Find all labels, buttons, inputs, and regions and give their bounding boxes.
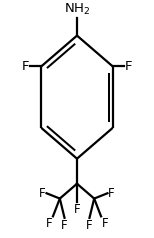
Text: F: F bbox=[102, 218, 108, 230]
Text: F: F bbox=[125, 60, 132, 73]
Text: F: F bbox=[61, 219, 68, 232]
Text: F: F bbox=[46, 218, 52, 230]
Text: F: F bbox=[39, 187, 46, 200]
Text: F: F bbox=[22, 60, 29, 73]
Text: F: F bbox=[74, 203, 80, 216]
Text: NH$_2$: NH$_2$ bbox=[64, 2, 90, 17]
Text: F: F bbox=[108, 187, 115, 200]
Text: F: F bbox=[86, 219, 93, 232]
